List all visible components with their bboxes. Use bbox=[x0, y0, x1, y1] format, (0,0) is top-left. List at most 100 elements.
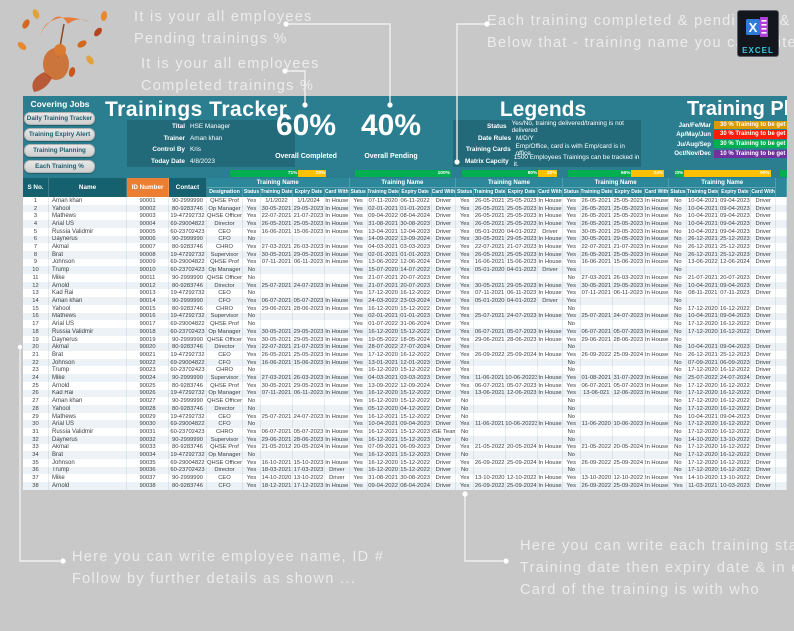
cell-expiry-date[interactable]: 31-07-2023 bbox=[613, 374, 645, 382]
cell-expiry-date[interactable] bbox=[613, 412, 645, 421]
cell-card-with[interactable]: In House bbox=[644, 420, 670, 429]
cell-training-date[interactable]: 14-09-2022 bbox=[368, 235, 400, 244]
cell-expiry-date[interactable]: 16-12-2022 bbox=[720, 304, 752, 313]
cell-expiry-date[interactable] bbox=[293, 397, 325, 405]
cell-card-with[interactable] bbox=[751, 335, 776, 344]
cell-card-with[interactable]: In House bbox=[325, 197, 350, 205]
cell-expiry-date[interactable]: 12-06-2023 bbox=[506, 389, 539, 398]
cell-card-with[interactable] bbox=[751, 266, 776, 275]
cell-card-with[interactable]: In House bbox=[644, 327, 670, 336]
cell-expiry-date[interactable]: 20-05-2024 bbox=[613, 443, 645, 452]
cell-designation[interactable]: Supervisor bbox=[207, 435, 243, 444]
cell-training-date[interactable]: 16-12-2020 bbox=[368, 466, 400, 475]
cell-serial[interactable]: 8 bbox=[23, 250, 49, 259]
cell-training-date[interactable] bbox=[581, 304, 613, 313]
cell-name[interactable]: Arial US bbox=[49, 320, 127, 328]
cell-expiry-date[interactable] bbox=[293, 274, 325, 282]
cell-card-with[interactable]: In House bbox=[538, 212, 563, 221]
cutoff-cell[interactable] bbox=[776, 243, 787, 251]
cell-expiry-date[interactable] bbox=[613, 404, 645, 413]
cell-card-with[interactable]: Driver bbox=[325, 474, 350, 483]
cutoff-cell[interactable] bbox=[776, 404, 787, 413]
cell-expiry-date[interactable]: 16-12-2022 bbox=[720, 381, 752, 390]
cell-contact[interactable]: 90-2999990 bbox=[169, 297, 207, 305]
cell-expiry-date[interactable]: 06-11-2023 bbox=[507, 289, 539, 298]
cell-training-date[interactable] bbox=[687, 297, 720, 305]
cell-status[interactable]: Yes bbox=[456, 297, 475, 305]
cell-designation[interactable]: QHSE Officer bbox=[207, 212, 243, 221]
cell-training-date[interactable] bbox=[474, 412, 507, 421]
cell-training-date[interactable]: 13-01-2021 bbox=[368, 358, 400, 367]
cell-training-date[interactable]: 07-11-2021 bbox=[581, 289, 613, 298]
cell-serial[interactable]: 35 bbox=[23, 458, 49, 467]
cell-status[interactable]: Yes bbox=[243, 327, 261, 336]
cell-card-with[interactable]: Driver bbox=[432, 397, 457, 405]
cell-contact[interactable]: 19-47292732 bbox=[169, 250, 207, 259]
cell-name[interactable]: Johnson bbox=[49, 458, 127, 467]
cell-expiry-date[interactable]: 16-12-2022 bbox=[720, 404, 752, 413]
cutoff-cell[interactable] bbox=[776, 397, 787, 405]
cell-expiry-date[interactable]: 16-12-2022 bbox=[720, 389, 752, 398]
cell-status[interactable]: Yes bbox=[563, 327, 581, 336]
cell-id-number[interactable]: 90006 bbox=[127, 235, 169, 244]
cell-status[interactable]: Yes bbox=[563, 227, 581, 236]
cell-designation[interactable]: Op Manager bbox=[207, 204, 243, 213]
cell-training-date[interactable]: 06-07-2021 bbox=[261, 428, 293, 436]
cell-status[interactable]: Yes bbox=[350, 358, 368, 367]
cell-id-number[interactable]: 90012 bbox=[127, 281, 169, 290]
cell-expiry-date[interactable]: 09-04-2023 bbox=[400, 420, 432, 429]
cell-card-with[interactable] bbox=[538, 412, 563, 421]
cell-expiry-date[interactable]: 16-12-2022 bbox=[400, 289, 432, 298]
cell-status[interactable]: Yes bbox=[350, 274, 368, 282]
cell-expiry-date[interactable]: 06-11-2023 bbox=[293, 389, 325, 398]
cell-training-date[interactable]: 10-04-2021 bbox=[688, 312, 720, 321]
cell-contact[interactable]: 80-9283746 bbox=[169, 381, 207, 390]
cell-card-with[interactable]: In House bbox=[644, 351, 670, 359]
cell-card-with[interactable] bbox=[325, 289, 350, 298]
cell-card-with[interactable] bbox=[538, 366, 563, 375]
cell-card-with[interactable]: In House bbox=[644, 458, 670, 467]
cell-designation[interactable]: Director bbox=[207, 281, 243, 290]
cell-card-with[interactable]: In House bbox=[325, 381, 350, 390]
cell-expiry-date[interactable]: 25-05-2023 bbox=[613, 250, 645, 259]
cell-training-date[interactable]: 07-11-2021 bbox=[261, 389, 293, 398]
cutoff-cell[interactable] bbox=[776, 289, 787, 298]
cell-status[interactable]: Yes bbox=[350, 443, 368, 452]
cell-training-date[interactable]: 26-12-2021 bbox=[688, 250, 720, 259]
cell-expiry-date[interactable]: 25-09-2024 bbox=[613, 458, 645, 467]
cell-serial[interactable]: 1 bbox=[23, 197, 49, 205]
cell-status[interactable]: Yes bbox=[350, 335, 368, 344]
cell-expiry-date[interactable]: 01-01-2023 bbox=[400, 204, 432, 213]
cell-status[interactable]: Yes bbox=[563, 197, 581, 205]
cell-contact[interactable]: 90-2999990 bbox=[169, 397, 207, 405]
cell-name[interactable]: Yahool bbox=[49, 304, 127, 313]
cell-card-with[interactable]: Driver bbox=[751, 312, 776, 321]
cutoff-cell[interactable] bbox=[776, 412, 787, 421]
cell-id-number[interactable]: 90009 bbox=[127, 258, 169, 267]
cell-contact[interactable]: 80-9283746 bbox=[169, 243, 207, 251]
cell-status[interactable]: No bbox=[669, 343, 688, 352]
cutoff-cell[interactable] bbox=[776, 297, 787, 305]
cell-training-date[interactable]: 27-03-2021 bbox=[581, 274, 613, 282]
cell-designation[interactable]: QHSE Prof bbox=[207, 197, 243, 205]
cell-expiry-date[interactable] bbox=[506, 412, 539, 421]
cell-status[interactable]: Yes bbox=[456, 274, 475, 282]
cell-expiry-date[interactable] bbox=[506, 404, 539, 413]
cell-expiry-date[interactable]: 15-06-2023 bbox=[293, 358, 325, 367]
cell-designation[interactable]: Supervisor bbox=[207, 374, 243, 382]
cell-status[interactable]: No bbox=[563, 466, 581, 475]
cell-card-with[interactable]: Driver bbox=[751, 289, 776, 298]
cell-status[interactable]: Yes bbox=[243, 335, 261, 344]
cell-id-number[interactable]: 90038 bbox=[127, 482, 169, 490]
cutoff-cell[interactable] bbox=[776, 258, 787, 267]
cell-status[interactable]: Yes bbox=[456, 197, 475, 205]
cell-training-date[interactable] bbox=[261, 235, 293, 244]
cell-training-date[interactable]: 13-04-2021 bbox=[368, 227, 400, 236]
cell-id-number[interactable]: 90001 bbox=[127, 197, 169, 205]
cell-contact[interactable]: 80-9283746 bbox=[169, 343, 207, 352]
cell-expiry-date[interactable]: 15-06-2023 bbox=[613, 258, 645, 267]
cell-id-number[interactable]: 90023 bbox=[127, 366, 169, 375]
cell-id-number[interactable]: 90003 bbox=[127, 212, 169, 221]
cell-status[interactable]: Yes bbox=[563, 420, 581, 429]
cell-training-date[interactable]: 17-12-2020 bbox=[688, 428, 720, 436]
